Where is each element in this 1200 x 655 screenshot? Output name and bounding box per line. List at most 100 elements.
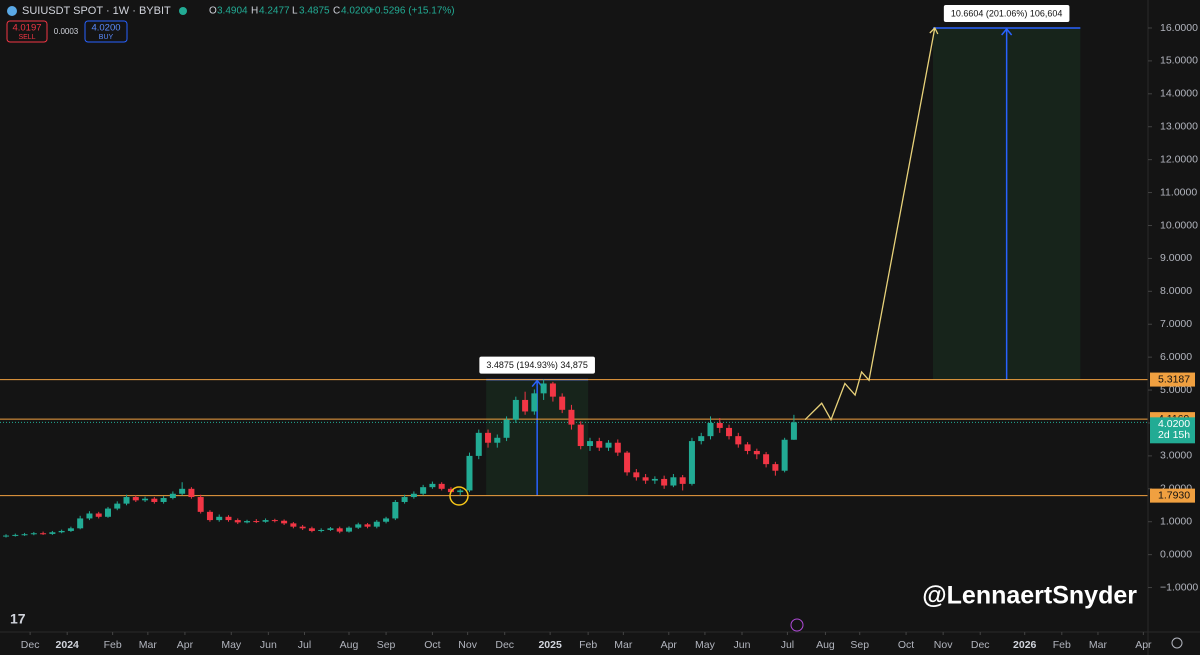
y-tick-label: 8.0000 [1160,285,1192,297]
x-tick-label: Nov [458,639,477,651]
candle-body [40,533,47,535]
measure-label: 10.6604 (201.06%) 106,604 [951,8,1063,18]
level-label-bg [1150,488,1195,503]
measure-arrow-head [1001,27,1013,36]
candle-body [383,518,390,522]
ohlc-label: O [209,6,217,17]
candle-body [624,452,631,473]
candle-body [586,441,593,447]
x-tick-label: 2026 [1013,639,1037,651]
candle-body [670,477,677,486]
y-tick-label: 9.0000 [1160,252,1192,264]
ohlc-value: 4.0200 [341,6,372,17]
watermark: @LennaertSnyder [922,582,1137,610]
x-tick-label: Sep [377,639,396,651]
symbol: SUIUSDT SPOT · 1W · BYBIT [22,5,171,17]
plot-area [0,26,1148,538]
candle-body [188,488,195,498]
candle-body [661,478,668,486]
candle-body [318,529,325,531]
candle-body [651,478,658,481]
settings-icon[interactable] [1171,637,1183,649]
status-dot [179,7,187,15]
y-tick-label: 5.0000 [1160,384,1192,396]
x-tick-label: Aug [816,639,835,651]
candle-body [12,534,19,536]
x-tick-label: Jun [734,639,751,651]
y-tick-label: 15.0000 [1160,55,1198,67]
candle-body [494,437,501,443]
candle-body [299,526,306,529]
candle-body [290,523,297,527]
y-tick-label: 3.0000 [1160,450,1192,462]
candle-body [253,521,260,523]
x-tick-label: Mar [139,639,158,651]
x-tick-label: Jul [298,639,311,651]
x-tick-label: Oct [424,639,440,651]
candle-body [540,383,547,394]
symbol-icon [7,6,17,16]
candle-body [244,521,251,523]
spread: 0.0003 [54,27,79,36]
candle-body [95,513,102,517]
logo: 17 [10,611,26,627]
candle-body [142,498,149,501]
candle-body [225,516,232,521]
candle-body [577,424,584,447]
x-tick-label: Mar [614,639,633,651]
candle-body [262,520,269,522]
y-tick-label: 14.0000 [1160,88,1198,100]
candle-body [772,464,779,471]
buy-button[interactable] [84,20,128,43]
candle-body [308,528,315,531]
level-label: 5.3187 [1158,373,1190,385]
x-tick-label: 2025 [538,639,562,651]
x-tick-label: Jun [260,639,277,651]
sell-button[interactable] [6,20,48,43]
candle-body [179,488,186,494]
candle-body [707,422,714,437]
candle-body [114,503,121,509]
y-tick-label: 7.0000 [1160,318,1192,330]
x-tick-label: Mar [1089,639,1108,651]
candle-body [438,483,445,489]
candle-body [216,516,223,521]
candle-body [336,528,343,532]
candle-body [3,535,10,537]
x-tick-label: Nov [934,639,953,651]
measure-label-bg [479,356,595,374]
lightning-icon[interactable] [790,618,804,632]
candle-body [67,528,74,531]
candle-body [512,399,519,420]
x-tick-label: Aug [340,639,359,651]
y-tick-label: −1.0000 [1160,581,1198,593]
candle-body [549,383,556,397]
candle-body [392,501,399,519]
candle-body [104,508,111,517]
candle-body [160,498,167,502]
candle-body [21,534,28,536]
candle-body [151,498,158,502]
candle-body [457,490,464,493]
x-tick-label: Feb [104,639,122,651]
candle-body [86,513,93,519]
x-tick-label: Dec [495,639,514,651]
x-tick-label: Apr [177,639,194,651]
x-tick-label: Jul [781,639,794,651]
x-tick-label: May [695,639,716,651]
x-tick-label: Apr [1135,639,1152,651]
x-tick-label: Feb [1053,639,1071,651]
candle-body [753,450,760,455]
last-price-label: 4.0200 [1158,418,1190,430]
candle-body [781,439,788,471]
candle-body [373,521,380,527]
x-tick-label: 2024 [56,639,80,651]
candle-body [77,518,84,529]
ohlc-value: 3.4904 [217,6,248,17]
buy-price: 4.0200 [91,23,120,34]
candle-body [559,396,566,410]
level-label: 1.7930 [1158,489,1190,501]
